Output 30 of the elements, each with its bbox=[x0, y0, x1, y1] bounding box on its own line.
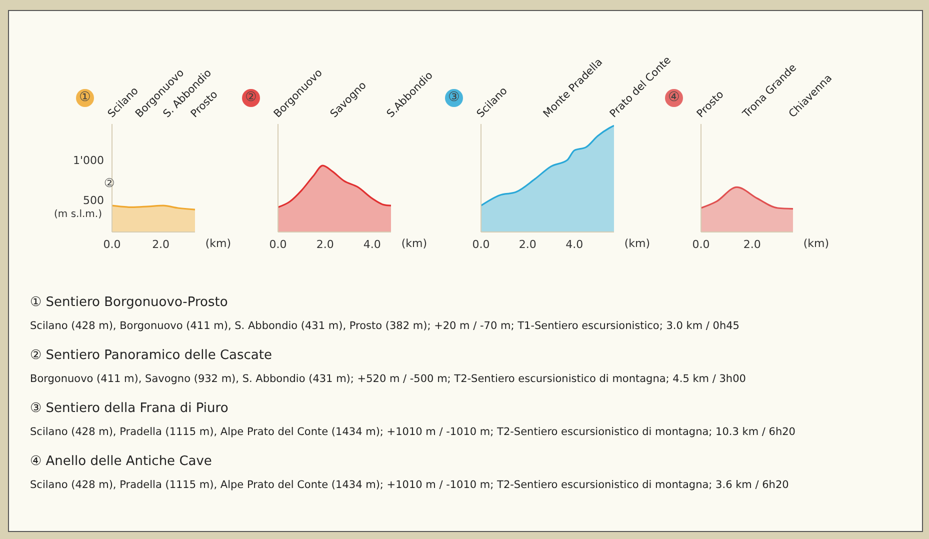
text: ① Sentiero Borgonuovo-Prosto bbox=[30, 294, 229, 312]
text: Scilano (428 m), Pradella (1115 m), Alpe Prato del Conte (1434 m); +1010 m / -1010 m; T2-Sentiero escursionistico di montagna; 10.3 km / 6h20 bbox=[30, 425, 796, 440]
y-axis-title: (m s.l.m.) bbox=[53, 209, 102, 220]
text: Borgonuovo (411 m), Savogno (932 m), S. Abbondio (431 m); +520 m / -500 m; T2-Sentiero escursionistico di montagna; 4.5 km / 3h00 bbox=[30, 372, 747, 387]
text: Scilano (428 m), Borgonuovo (411 m), S. Abbondio (431 m), Prosto (382 m); +20 m / -70 m; T1-Sentiero escursionistico; 3.0 km / 0h45 bbox=[30, 319, 740, 334]
chart-title: ① bbox=[76, 89, 94, 107]
x-axis-title: (km) bbox=[401, 236, 427, 250]
text: ③ Sentiero della Frana di Piuro bbox=[30, 400, 230, 418]
x-tick-label: 2.0 bbox=[743, 238, 761, 251]
x-axis-title: (km) bbox=[624, 236, 650, 250]
x-axis-title: (km) bbox=[205, 236, 231, 250]
annotation: ② bbox=[104, 176, 115, 190]
x-tick-label: 4.0 bbox=[566, 238, 584, 251]
x-tick-label: 0.0 bbox=[692, 238, 710, 251]
x-tick-label: 4.0 bbox=[363, 238, 381, 251]
text: Scilano (428 m), Pradella (1115 m), Alpe Prato del Conte (1434 m); +1010 m / -1010 m; T2-Sentiero escursionistico di montagna; 3.6 km / 6h20 bbox=[30, 478, 790, 493]
chart-title: ④ bbox=[665, 89, 683, 107]
chart-title: ② bbox=[242, 89, 260, 107]
x-axis-title: (km) bbox=[803, 236, 829, 250]
y-tick-label: 1'000 bbox=[72, 154, 104, 167]
x-tick-label: 0.0 bbox=[103, 238, 121, 251]
x-tick-label: 2.0 bbox=[518, 238, 536, 251]
text: ④ Anello delle Antiche Cave bbox=[30, 453, 213, 471]
x-tick-label: 2.0 bbox=[152, 238, 170, 251]
y-tick-label: 500 bbox=[83, 194, 104, 207]
x-tick-label: 2.0 bbox=[316, 238, 334, 251]
x-tick-label: 0.0 bbox=[269, 238, 287, 251]
chart-title: ③ bbox=[445, 89, 463, 107]
x-tick-label: 0.0 bbox=[472, 238, 490, 251]
text: ② Sentiero Panoramico delle Cascate bbox=[30, 347, 273, 365]
